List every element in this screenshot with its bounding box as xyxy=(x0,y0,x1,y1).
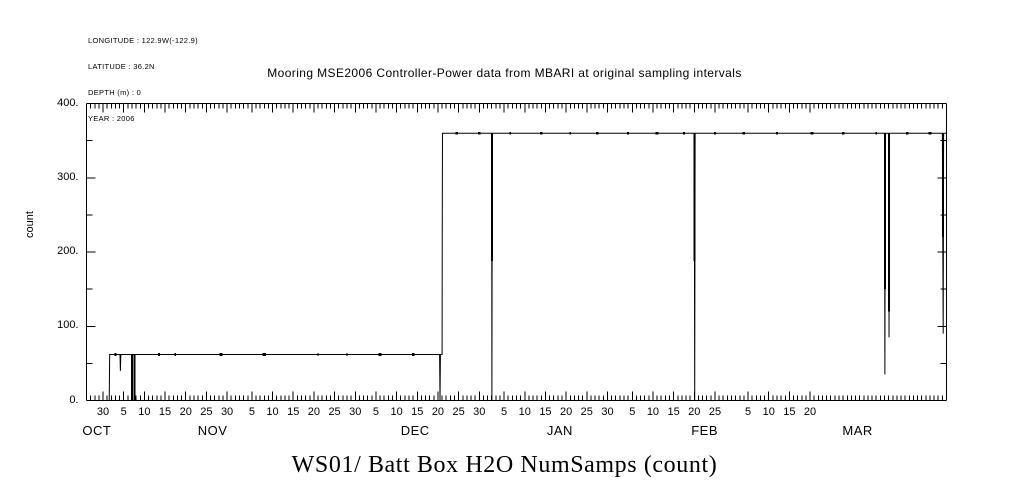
x-tick-label: 5 xyxy=(744,405,752,418)
noise-mark xyxy=(928,131,932,135)
metadata-longitude: LONGITUDE : 122.9W(-122.9) xyxy=(88,36,198,46)
noise-mark xyxy=(509,131,512,135)
x-tick-label: 25 xyxy=(452,405,465,418)
noise-mark xyxy=(906,131,909,135)
metadata-latitude: LATITUDE : 36.2N xyxy=(88,61,155,71)
x-tick-label: 15 xyxy=(667,405,680,418)
x-tick-label: 20 xyxy=(688,405,701,418)
x-tick-label: 10 xyxy=(518,405,531,418)
x-tick-label: 10 xyxy=(390,405,403,418)
x-tick-label: 5 xyxy=(120,405,127,418)
noise-mark xyxy=(262,353,266,356)
x-tick-label: 10 xyxy=(138,405,151,418)
x-tick-label: 15 xyxy=(783,405,796,418)
y-tick-label: 400. xyxy=(57,96,79,109)
x-tick-label: 15 xyxy=(158,405,172,418)
chart-title: Mooring MSE2006 Controller-Power data fr… xyxy=(267,66,742,80)
noise-mark xyxy=(219,353,223,356)
y-tick-label: 200. xyxy=(57,245,79,257)
noise-mark xyxy=(713,131,716,135)
month-label: DEC xyxy=(400,422,430,438)
dropout-stems xyxy=(131,133,944,401)
noise-mark xyxy=(810,131,814,135)
y-axis-ticks xyxy=(86,103,947,401)
metadata-year: YEAR : 2006 xyxy=(88,113,135,123)
x-tick-label: 10 xyxy=(762,405,775,418)
month-label: MAR xyxy=(842,422,873,438)
month-label: OCT xyxy=(82,422,112,438)
metadata-depth: DEPTH (m) : 0 xyxy=(88,87,142,97)
x-tick-label: 15 xyxy=(287,405,300,418)
noise-mark xyxy=(378,353,382,356)
noise-mark xyxy=(655,131,659,135)
noise-mark xyxy=(455,131,458,135)
plateau-noise xyxy=(114,131,932,356)
y-tick-label: 100. xyxy=(57,319,79,332)
x-tick-label: 5 xyxy=(248,405,255,418)
noise-mark xyxy=(411,353,415,356)
noise-mark xyxy=(775,131,779,135)
noise-mark xyxy=(114,353,117,356)
noise-mark xyxy=(317,353,319,356)
x-axis-ticks xyxy=(86,103,947,401)
x-tick-label: 20 xyxy=(431,405,445,418)
plot-frame xyxy=(86,103,947,401)
x-tick-label: 30 xyxy=(601,405,614,418)
noise-mark xyxy=(742,131,746,135)
month-label: NOV xyxy=(197,422,228,438)
x-tick-label: 25 xyxy=(200,405,213,418)
station-metadata: LONGITUDE : 122.9W(-122.9) LATITUDE : 36… xyxy=(88,20,198,140)
noise-mark xyxy=(841,131,845,135)
month-label: JAN xyxy=(546,422,573,438)
x-tick-label: 15 xyxy=(411,405,424,418)
x-tick-label: 20 xyxy=(803,405,817,418)
month-label: FEB xyxy=(691,422,719,438)
x-tick-label: 30 xyxy=(349,405,362,418)
x-tick-label: 30 xyxy=(96,405,110,418)
noise-mark xyxy=(157,353,160,356)
x-tick-label: 10 xyxy=(646,405,660,418)
noise-mark xyxy=(539,131,543,135)
x-tick-label: 20 xyxy=(559,405,573,418)
x-tick-label: 5 xyxy=(501,405,508,418)
noise-mark xyxy=(346,353,348,356)
x-tick-label: 20 xyxy=(179,405,192,418)
x-tick-label: 10 xyxy=(266,405,279,418)
x-tick-label: 20 xyxy=(307,405,321,418)
noise-mark xyxy=(627,131,630,135)
noise-mark xyxy=(174,353,177,356)
noise-mark xyxy=(478,131,481,135)
noise-mark xyxy=(595,131,599,135)
noise-mark xyxy=(682,131,686,135)
x-tick-label: 5 xyxy=(372,405,379,418)
noise-mark xyxy=(569,131,571,135)
x-tick-label: 15 xyxy=(539,405,552,418)
chart-caption: WS01/ Batt Box H2O NumSamps (count) xyxy=(291,452,718,478)
x-tick-label: 25 xyxy=(580,405,593,418)
x-tick-label: 5 xyxy=(629,405,636,418)
x-tick-label: 25 xyxy=(328,405,341,418)
noise-mark xyxy=(875,131,878,135)
x-tick-label: 25 xyxy=(708,405,722,418)
x-tick-label: 30 xyxy=(220,405,234,418)
x-tick-label: 30 xyxy=(473,405,486,418)
data-line xyxy=(109,133,946,400)
y-tick-label: 0. xyxy=(69,393,79,406)
y-tick-label: 300. xyxy=(57,170,79,183)
